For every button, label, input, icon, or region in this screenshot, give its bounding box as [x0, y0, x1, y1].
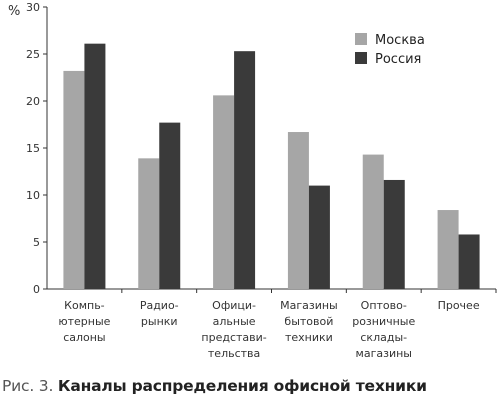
bar-moscow: [437, 210, 459, 289]
legend-swatch-russia: [355, 52, 367, 64]
x-category-label: Компь-ютерные салоны: [58, 299, 110, 344]
figure-caption: Рис. 3. Каналы распределения офисной тех…: [2, 377, 427, 395]
y-tick-label: 25: [26, 48, 40, 61]
bar-moscow: [63, 70, 85, 289]
legend-label-russia: Россия: [375, 52, 421, 67]
axes: 0 5 10 15 20 25 30%: [8, 1, 497, 296]
y-axis-label: %: [8, 4, 20, 19]
bar-russia: [383, 179, 405, 289]
y-tick-label: 30: [26, 1, 40, 14]
legend: Москва Россия: [355, 33, 425, 67]
y-tick-label: 10: [26, 189, 40, 202]
x-category-label: Магазины бытовой техники: [280, 299, 338, 344]
legend-label-moscow: Москва: [375, 33, 425, 48]
bars: [63, 43, 480, 290]
x-category-label: Радио-рынки: [140, 299, 179, 328]
caption-prefix: Рис. 3.: [2, 377, 58, 395]
x-category-label: Оптово-розничные склады-магазины: [352, 299, 415, 360]
y-tick-label: 15: [26, 142, 40, 155]
bar-moscow: [138, 158, 160, 289]
bar-russia: [458, 234, 480, 289]
bar-moscow: [213, 95, 235, 289]
x-tick-labels: Компь-ютерные салоны Радио-рынки Офици-альн…: [58, 299, 479, 360]
x-category-label: Прочее: [438, 299, 480, 312]
bar-moscow: [287, 132, 309, 289]
x-category-label: Офици-альные представи-тельства: [201, 299, 266, 360]
y-tick-label: 5: [33, 236, 40, 249]
bar-russia: [308, 185, 330, 289]
bar-russia: [234, 51, 256, 290]
y-tick-label: 0: [33, 283, 40, 296]
caption-title: Каналы распределения офисной техники: [57, 377, 427, 395]
legend-swatch-moscow: [355, 33, 367, 45]
bar-russia: [84, 43, 106, 289]
bar-russia: [159, 122, 181, 290]
bar-chart: 0 5 10 15 20 25 30% Компь-ютерные салоны Радио-р…: [8, 1, 497, 360]
y-tick-label: 20: [26, 95, 40, 108]
bar-moscow: [362, 154, 384, 289]
